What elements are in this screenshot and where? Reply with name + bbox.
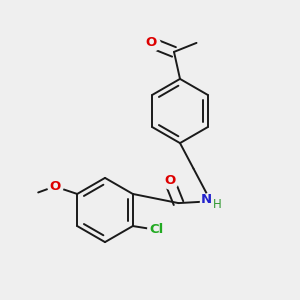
Text: Cl: Cl [150,223,164,236]
Text: O: O [164,174,175,187]
Text: N: N [200,193,212,206]
Text: H: H [212,197,221,211]
Text: O: O [146,36,157,50]
Text: O: O [49,180,60,193]
